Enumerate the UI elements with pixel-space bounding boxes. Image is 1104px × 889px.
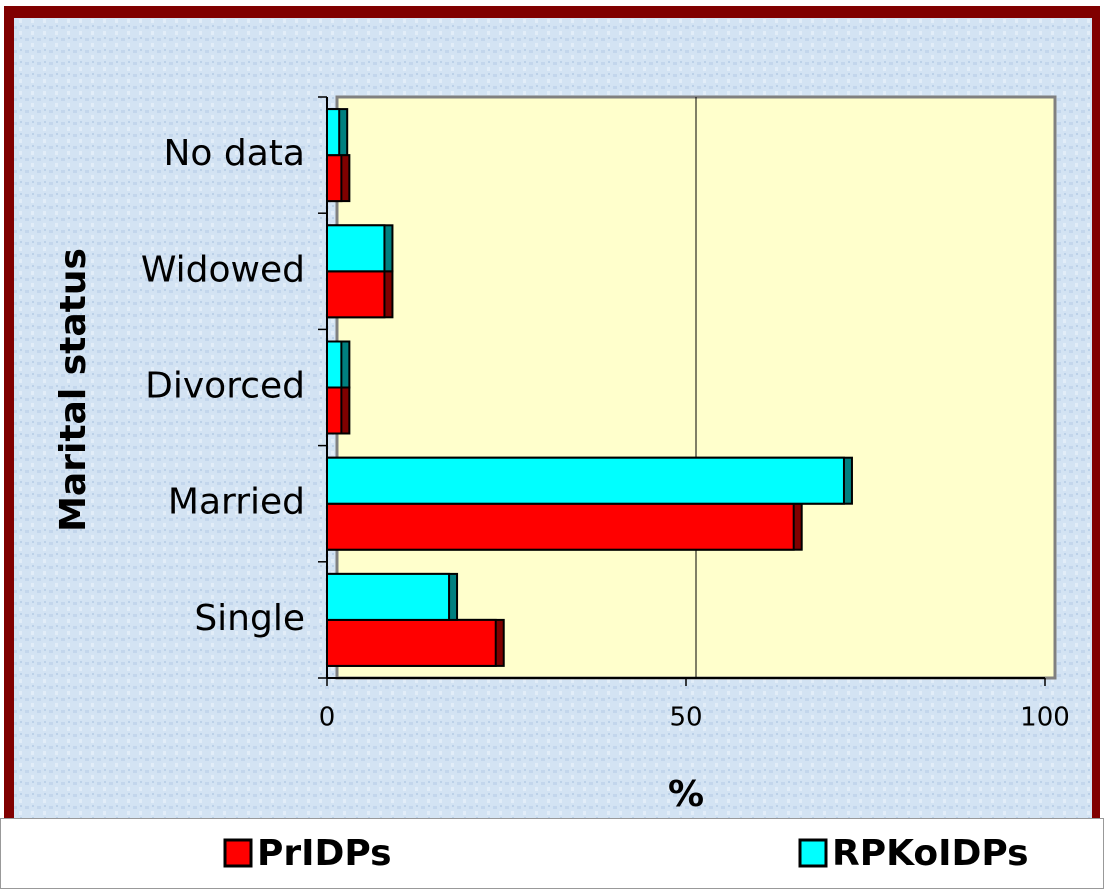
bar <box>326 456 845 505</box>
x-tick-label: 0 <box>319 703 336 733</box>
legend-label: PrIDPs <box>257 833 392 874</box>
bar <box>326 572 451 621</box>
y-tick-label: Divorced <box>145 366 305 407</box>
x-axis-title: % <box>668 774 704 815</box>
bar <box>326 154 343 203</box>
y-tick-label: No data <box>164 133 306 174</box>
legend-swatch <box>223 838 253 868</box>
y-axis-title: Marital status <box>53 248 94 532</box>
bar <box>326 270 386 319</box>
bar <box>326 224 386 273</box>
y-tick-label: Single <box>194 598 305 639</box>
y-tick-label: Married <box>168 482 305 523</box>
y-tick-label: Widowed <box>141 249 305 290</box>
bar <box>326 618 497 667</box>
bar <box>326 340 343 389</box>
bar <box>326 502 795 551</box>
bar <box>326 108 341 157</box>
x-tick-label: 100 <box>1020 703 1070 733</box>
legend-swatch <box>798 838 828 868</box>
x-tick-label: 50 <box>669 703 702 733</box>
legend-label: RPKoIDPs <box>832 833 1029 874</box>
bar <box>326 386 343 435</box>
